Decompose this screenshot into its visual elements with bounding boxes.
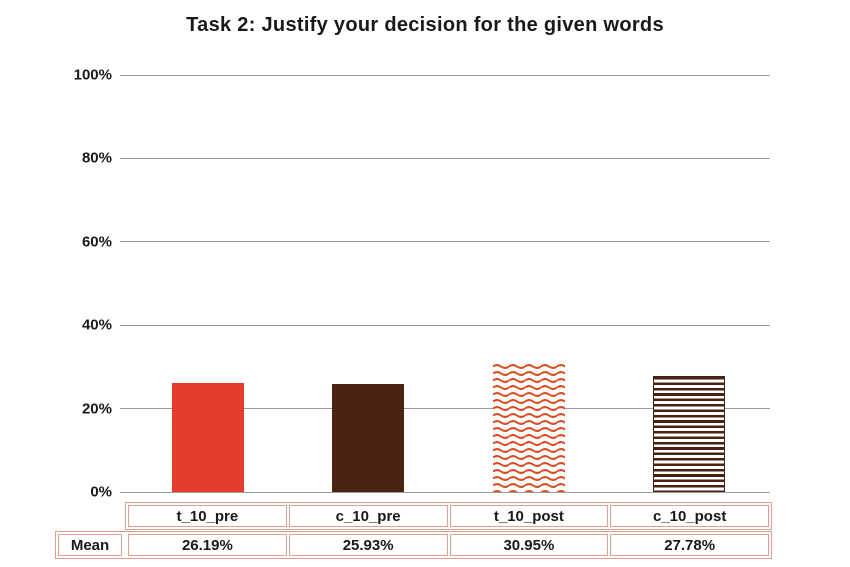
category-header-cell-t10pre: t_10_pre [128,505,287,527]
y-tick-label: 80% [81,149,112,167]
mean-value-cell-c10post: 27.78% [610,534,769,556]
bar-slot [609,75,769,492]
y-tick-label: 100% [73,66,112,84]
bar-t_10_post [492,362,565,492]
y-axis: 100% 80% 60% 40% 20% 0% [0,67,112,501]
mean-value-cell-t10pre: 26.19% [128,534,287,556]
gridline [120,157,770,159]
category-header-cells: t_10_pre c_10_pre t_10_post c_10_post [128,505,769,527]
bars-container [128,75,769,492]
mean-value-cells: 26.19% 25.93% 30.95% 27.78% [128,534,769,556]
bar-c_10_pre [332,383,405,492]
mean-value-cell-c10pre: 25.93% [288,534,448,556]
y-tick-label: 40% [81,316,112,334]
gridline [120,74,770,76]
bar-slot [288,75,448,492]
gridline [120,408,770,410]
plot-area [120,74,770,493]
category-header-row: t_10_pre c_10_pre t_10_post c_10_post [125,502,772,530]
bar-t_10_pre [172,382,245,492]
mean-value-cell-t10post: 30.95% [449,534,609,556]
category-header-cell-t10post: t_10_post [449,505,609,527]
gridline [120,324,770,326]
mean-row-label: Mean [58,534,122,556]
category-header-cell-c10post: c_10_post [610,505,769,527]
category-header-cell-c10pre: c_10_pre [288,505,448,527]
gridline [120,491,770,493]
y-tick-label: 20% [81,400,112,418]
chart-title: Task 2: Justify your decision for the gi… [186,14,664,36]
gridline [120,241,770,243]
bar-c_10_post [652,376,725,492]
y-tick-label: 0% [90,483,112,501]
bar-slot [449,75,609,492]
y-tick-label: 60% [81,233,112,251]
mean-row: Mean 26.19% 25.93% 30.95% 27.78% [55,531,772,559]
bar-slot [128,75,288,492]
